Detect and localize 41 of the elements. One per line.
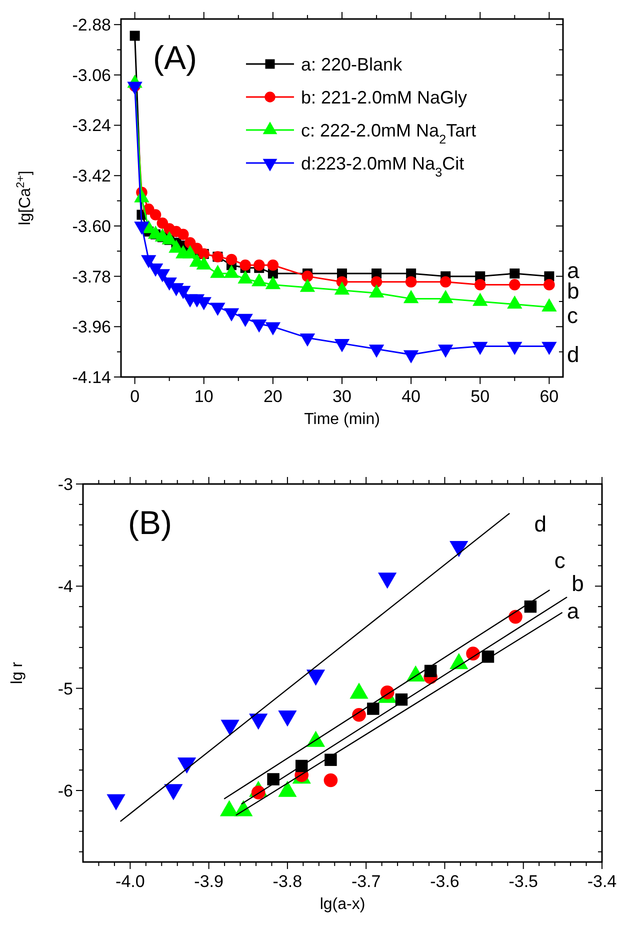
y-tick-label: -3.60 (72, 216, 111, 236)
y-tick-label: -5 (58, 679, 73, 698)
y-tick-label: -6 (58, 781, 73, 800)
x-tick-label: -3.6 (430, 872, 460, 891)
y-tick-label: -4 (58, 577, 73, 596)
x-tick-label: -3.9 (194, 872, 224, 891)
annotation: a (566, 598, 580, 624)
annotation: d (534, 511, 546, 536)
x-tick-label: 10 (194, 387, 214, 406)
x-tick-label: -3.7 (351, 872, 381, 891)
x-tick-label: 60 (540, 387, 559, 406)
y-tick-label: -3.96 (72, 318, 111, 337)
text: c (567, 302, 578, 328)
y-tick-label: -4.14 (72, 368, 111, 387)
y-tick-label: -3.24 (72, 116, 111, 136)
x-tick-label: 50 (470, 387, 490, 406)
annotation: (B) (128, 504, 172, 541)
y-tick-label: -2.88 (72, 16, 111, 35)
x-axis-title: Time (min) (304, 411, 380, 428)
annotation: c (554, 548, 566, 573)
y-tick-label: -3.06 (72, 66, 111, 85)
text: d (567, 342, 580, 367)
y-tick-label: -3.42 (72, 166, 111, 186)
x-tick-label: 40 (402, 387, 421, 406)
legend-label: d:223-2.0mM Na$_{3}$Cit (301, 153, 464, 180)
x-tick-label: 0 (130, 387, 140, 406)
legend-label: c: 222-2.0mM Na$_{2}$Tart (301, 120, 476, 146)
x-axis-title: lg(a-x) (320, 896, 366, 913)
y-tick-label: -3.78 (72, 267, 111, 286)
annotation: (A) (153, 39, 197, 76)
x-tick-label: -4.0 (116, 872, 145, 891)
y-axis-title: lg r (9, 661, 26, 684)
x-tick-label: 30 (332, 387, 352, 406)
x-tick-label: -3.8 (272, 872, 302, 891)
legend-label: b: 221-2.0mM NaGly (301, 87, 468, 108)
x-tick-label: -3.4 (587, 872, 617, 891)
x-tick-label: -3.5 (508, 872, 538, 891)
x-tick-label: 20 (263, 387, 282, 406)
y-tick-label: -3 (58, 474, 73, 494)
annotation: b (572, 571, 584, 596)
legend-label: a: 220-Blank (301, 54, 404, 74)
